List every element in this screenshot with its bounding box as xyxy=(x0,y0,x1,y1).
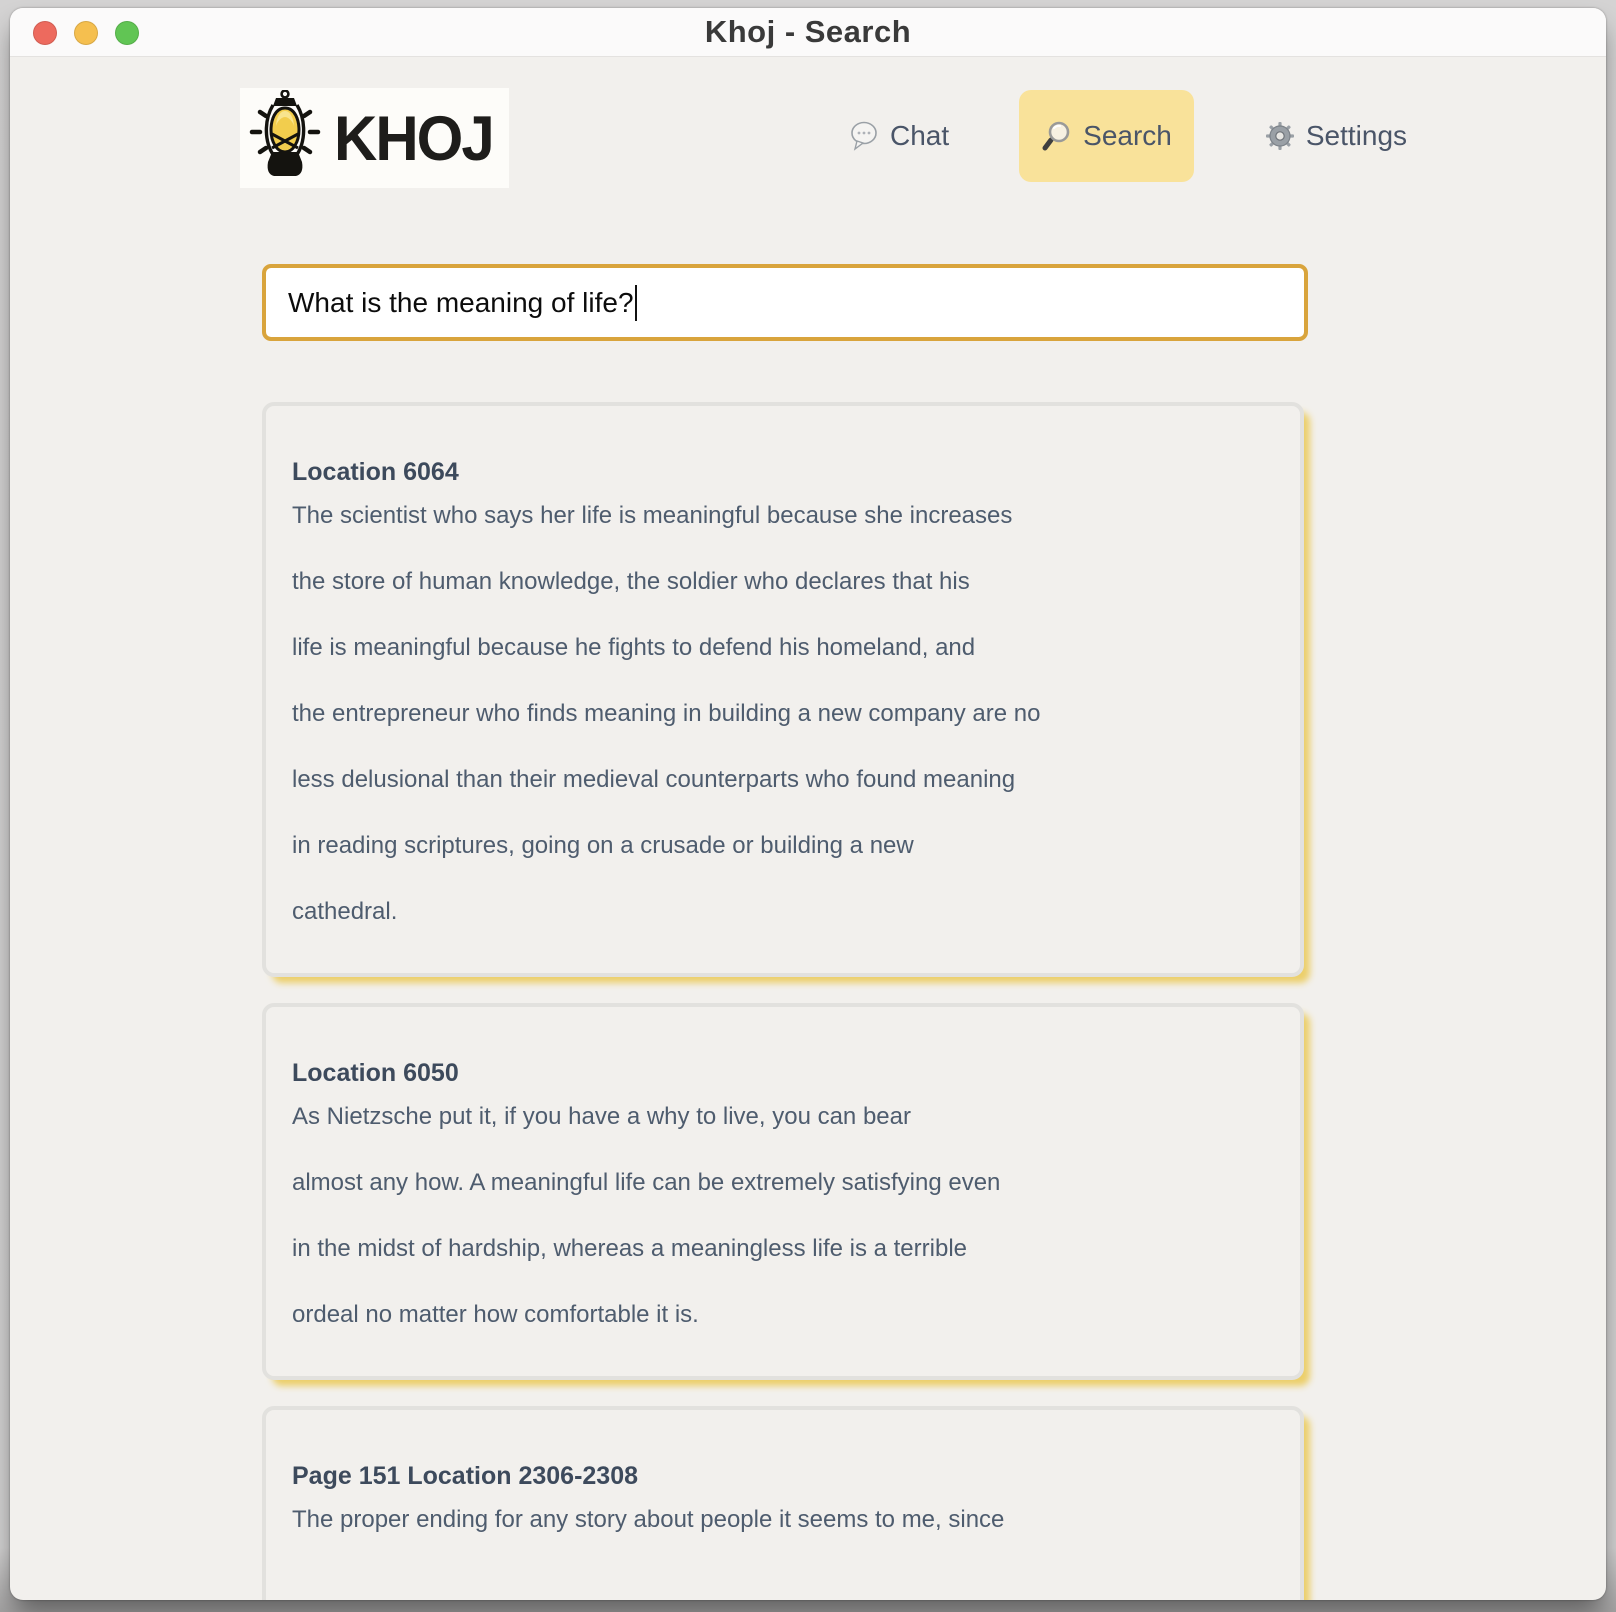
maximize-window-button[interactable] xyxy=(115,21,139,45)
result-line: ordeal no matter how comfortable it is. xyxy=(292,1301,699,1328)
khoj-logo: KHOJ xyxy=(240,88,509,188)
window-controls xyxy=(33,21,139,45)
result-heading: Location 6064 xyxy=(292,458,459,486)
nav-search-label: Search xyxy=(1083,120,1172,151)
result-card[interactable]: Page 151 Location 2306-2308 The proper e… xyxy=(262,1406,1304,1600)
result-line: less delusional than their medieval coun… xyxy=(292,766,1016,793)
result-line: the store of human knowledge, the soldie… xyxy=(292,568,970,595)
result-line: in reading scriptures, going on a crusad… xyxy=(292,832,914,859)
minimize-window-button[interactable] xyxy=(74,21,98,45)
main-nav: Chat Search xyxy=(838,90,1417,182)
result-card[interactable]: Location 6050 As Nietzsche put it, if yo… xyxy=(262,1003,1304,1380)
nav-search[interactable]: Search xyxy=(1019,90,1194,182)
result-card[interactable]: Location 6064 The scientist who says her… xyxy=(262,402,1304,977)
close-window-button[interactable] xyxy=(33,21,57,45)
result-line: The proper ending for any story about pe… xyxy=(292,1506,1005,1533)
brand-name: KHOJ xyxy=(334,102,495,174)
result-line: almost any how. A meaningful life can be… xyxy=(292,1169,1001,1196)
result-heading: Location 6050 xyxy=(292,1059,459,1087)
result-line: the entrepreneur who finds meaning in bu… xyxy=(292,700,1041,727)
nav-chat-label: Chat xyxy=(890,120,950,151)
lantern-icon xyxy=(248,88,322,187)
result-line: life is meaningful because he fights to … xyxy=(292,634,976,661)
nav-settings[interactable]: Settings xyxy=(1254,120,1417,152)
speech-balloon-icon xyxy=(848,120,880,152)
search-results: Location 6064 The scientist who says her… xyxy=(262,402,1304,1600)
search-input-value: What is the meaning of life? xyxy=(288,286,634,318)
magnifier-icon xyxy=(1041,120,1073,152)
result-line: As Nietzsche put it, if you have a why t… xyxy=(292,1103,911,1130)
result-line: in the midst of hardship, whereas a mean… xyxy=(292,1235,967,1262)
search-input[interactable]: What is the meaning of life? xyxy=(262,264,1308,341)
result-line: The scientist who says her life is meani… xyxy=(292,502,1013,529)
app-window: Khoj - Search xyxy=(10,8,1606,1600)
nav-settings-label: Settings xyxy=(1305,120,1408,151)
nav-chat[interactable]: Chat xyxy=(838,120,959,152)
gear-icon xyxy=(1264,120,1296,152)
result-heading: Page 151 Location 2306-2308 xyxy=(292,1462,639,1490)
result-line: cathedral. xyxy=(292,898,398,925)
window-title: Khoj - Search xyxy=(704,14,912,49)
text-caret xyxy=(634,284,637,321)
titlebar[interactable]: Khoj - Search xyxy=(10,8,1606,57)
